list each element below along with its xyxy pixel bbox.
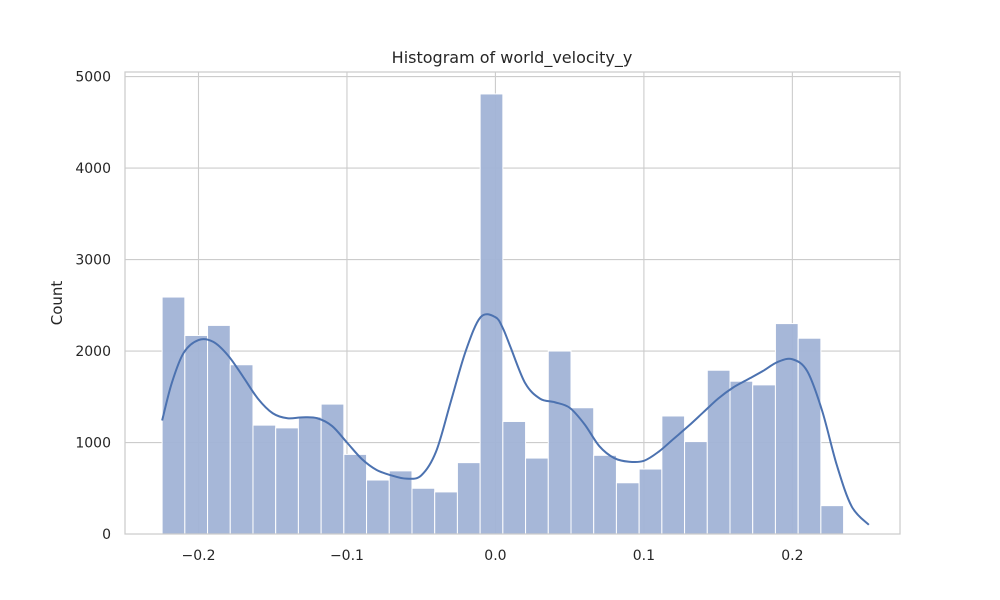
histogram-bar: [388, 470, 413, 535]
histogram-bar: [797, 337, 822, 535]
x-tick-label: −0.1: [330, 548, 364, 564]
histogram-bar: [684, 441, 708, 535]
histogram-bar: [184, 334, 209, 535]
histogram-bar: [638, 468, 663, 535]
histogram-bar: [297, 416, 322, 535]
histogram-bar: [343, 453, 368, 535]
histogram-bar: [502, 420, 527, 535]
histogram-bar: [706, 369, 731, 535]
histogram-bar: [820, 505, 845, 535]
histogram-bar: [434, 491, 458, 535]
histogram-bar: [547, 350, 572, 535]
histogram-bar: [229, 364, 254, 535]
histogram-bar: [752, 384, 776, 535]
histogram-bar: [729, 380, 754, 535]
y-tick-label: 4000: [75, 161, 111, 177]
histogram-bar: [366, 479, 390, 535]
y-tick-label: 2000: [75, 344, 111, 360]
histogram-bar: [320, 403, 345, 535]
chart-title: Histogram of world_velocity_y: [392, 48, 633, 68]
histogram-bar: [615, 482, 640, 535]
histogram-bar: [207, 324, 231, 535]
histogram-bar: [275, 427, 299, 535]
y-tick-label: 1000: [75, 436, 111, 452]
histogram-bar: [411, 487, 436, 535]
x-tick-label: 0.1: [633, 548, 655, 564]
histogram-bar: [161, 296, 186, 535]
y-axis-title: Count: [48, 281, 66, 326]
x-tick-label: 0.0: [484, 548, 506, 564]
y-tick-label: 0: [102, 527, 111, 543]
plot-frame: [124, 71, 901, 535]
y-axis-ticks: 0 1000 2000 3000 4000 5000: [75, 70, 111, 543]
x-tick-label: 0.2: [781, 548, 803, 564]
histogram-bar: [774, 323, 799, 535]
histogram-bar: [525, 457, 549, 535]
histogram-bar: [570, 407, 595, 535]
kde-layer: [161, 313, 870, 526]
histogram-bar: [252, 424, 277, 535]
x-tick-label: −0.2: [181, 548, 215, 564]
histogram-bar: [456, 462, 481, 535]
y-tick-label: 5000: [75, 70, 111, 86]
y-tick-label: 3000: [75, 253, 111, 269]
histogram-bar: [593, 454, 617, 535]
kde-curve: [161, 313, 870, 526]
x-axis-ticks: −0.2 −0.1 0.0 0.1 0.2: [181, 548, 803, 564]
